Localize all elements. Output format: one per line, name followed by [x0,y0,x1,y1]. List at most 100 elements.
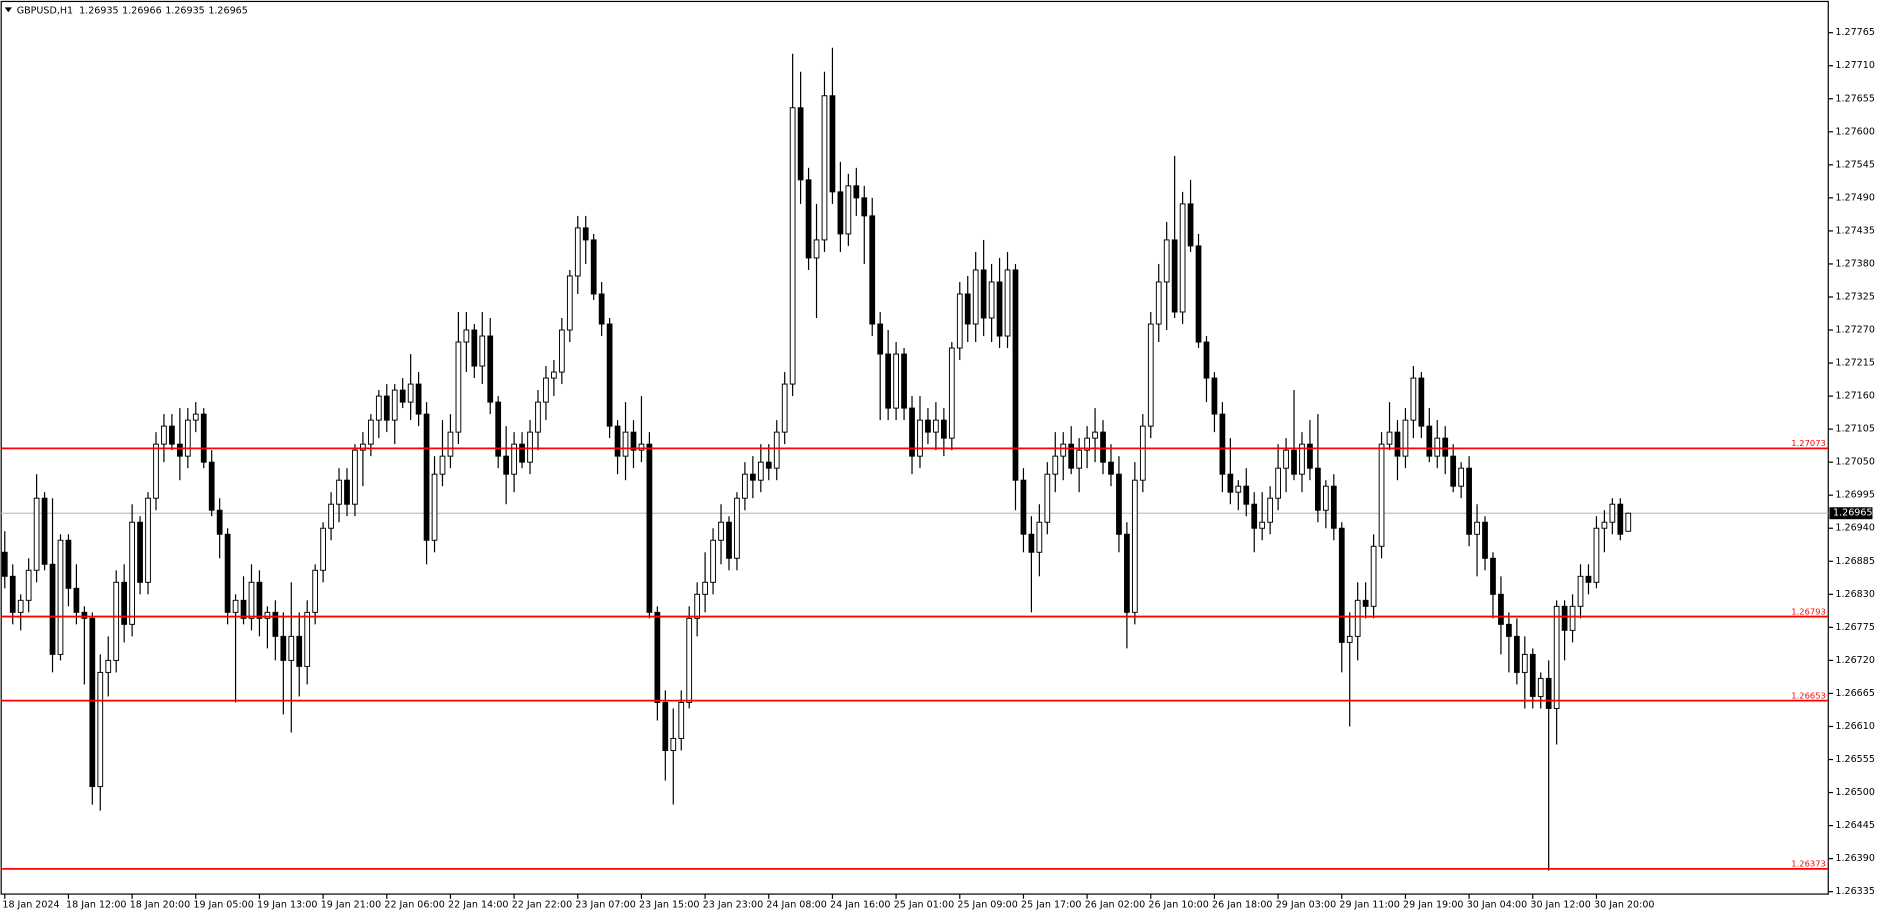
candle-body [328,503,334,529]
candle-body [1322,485,1329,511]
y-tick-label: 1.27270 [1835,325,1874,336]
candle-body [797,107,804,181]
candle-body [519,443,525,463]
y-tick-label: 1.26610 [1835,721,1874,732]
candle-body [996,281,1003,337]
x-tick-label: 26 Jan 02:00 [1085,899,1145,910]
candle-body [1052,455,1059,475]
y-tick-label: 1.26775 [1835,622,1874,633]
candle-body [527,431,533,463]
candle-body [184,419,191,457]
x-tick-label: 22 Jan 22:00 [512,899,572,910]
candle-body [511,443,517,475]
candle-body [1490,557,1496,595]
candle-body [1131,479,1138,613]
x-tick-label: 19 Jan 13:00 [257,899,317,910]
y-tick-label: 1.27490 [1835,192,1874,203]
candle-body [956,293,963,349]
candle-body [1243,485,1250,505]
candle-body [940,419,947,439]
candle-body [1362,599,1369,607]
candle-body [726,521,732,559]
candle-body [304,611,311,667]
level-label: 1.26793 [1791,606,1826,616]
candle-body [1498,593,1504,625]
candle-body [487,335,494,403]
candle-body [781,383,788,433]
candle-body [646,443,653,613]
candle-body [1545,677,1552,709]
candle-body [813,239,820,259]
candle-body [582,227,589,241]
y-tick-label: 1.26555 [1835,754,1874,765]
candle-body [447,431,454,457]
candle-body [535,401,541,433]
x-tick-label: 25 Jan 17:00 [1021,899,1081,910]
candle-body [192,413,199,421]
candle-body [638,443,645,451]
candle-body [702,581,708,595]
x-tick-label: 30 Jan 04:00 [1467,899,1527,910]
candle-body [1426,425,1433,457]
candle-body [1394,431,1401,457]
candle-body [1378,443,1385,547]
chart-title: GBPUSD,H1 [17,5,73,16]
candle-body [765,461,772,469]
candle-body [320,527,326,571]
candle-body [1474,521,1480,535]
candle-body [1259,521,1266,529]
candle-body [574,227,581,277]
candle-body [1155,281,1162,325]
candle-body [224,533,231,613]
candle-body [479,335,486,367]
candle-body [734,497,740,559]
candle-body [1482,521,1488,559]
y-tick-label: 1.27215 [1835,358,1874,369]
x-tick-label: 23 Jan 23:00 [703,899,763,910]
candle-body [312,569,319,613]
candle-body [678,701,685,739]
candle-body [216,509,223,535]
candle-body [1442,437,1449,457]
candle-body [367,419,374,445]
candle-body [1116,473,1122,535]
candle-body [81,611,88,619]
x-tick-label: 29 Jan 11:00 [1339,899,1399,910]
candle-body [1092,431,1098,439]
candle-body [232,599,239,613]
candle-body [1203,341,1210,379]
candle-body [1076,449,1083,469]
candle-body [1211,377,1218,415]
candle-body [1346,635,1353,643]
candle-body [964,293,971,325]
level-label: 1.26653 [1791,690,1826,700]
candle-body [495,401,502,457]
candle-body [89,617,96,788]
candle-body [17,599,24,613]
candle-body [1354,599,1361,637]
candle-body [391,389,398,421]
candle-body [543,377,549,403]
candle-body [1585,575,1592,583]
candle-body [630,431,637,451]
y-tick-label: 1.27105 [1835,424,1874,435]
header-arrow[interactable] [4,7,12,13]
candle-body [598,293,605,325]
candle-body [1617,503,1624,535]
candle-body [1235,485,1242,493]
header-close: 1.26965 [208,5,247,16]
candle-body [256,581,263,619]
candle-body [614,425,621,457]
candle-body [9,575,16,613]
y-tick-label: 1.27050 [1835,457,1874,468]
header-low: 1.26935 [165,5,204,16]
y-tick-label: 1.27600 [1835,126,1874,137]
price-tag-bg [1829,507,1873,520]
candle-body [145,497,151,583]
candle-body [137,521,143,583]
chart-header: GBPUSD,H1 1.26935 1.26966 1.26935 1.26965 [17,5,248,16]
candle-body [1593,527,1600,583]
candle-body [948,347,955,439]
candle-body [757,461,764,481]
candle-body [1251,503,1258,529]
